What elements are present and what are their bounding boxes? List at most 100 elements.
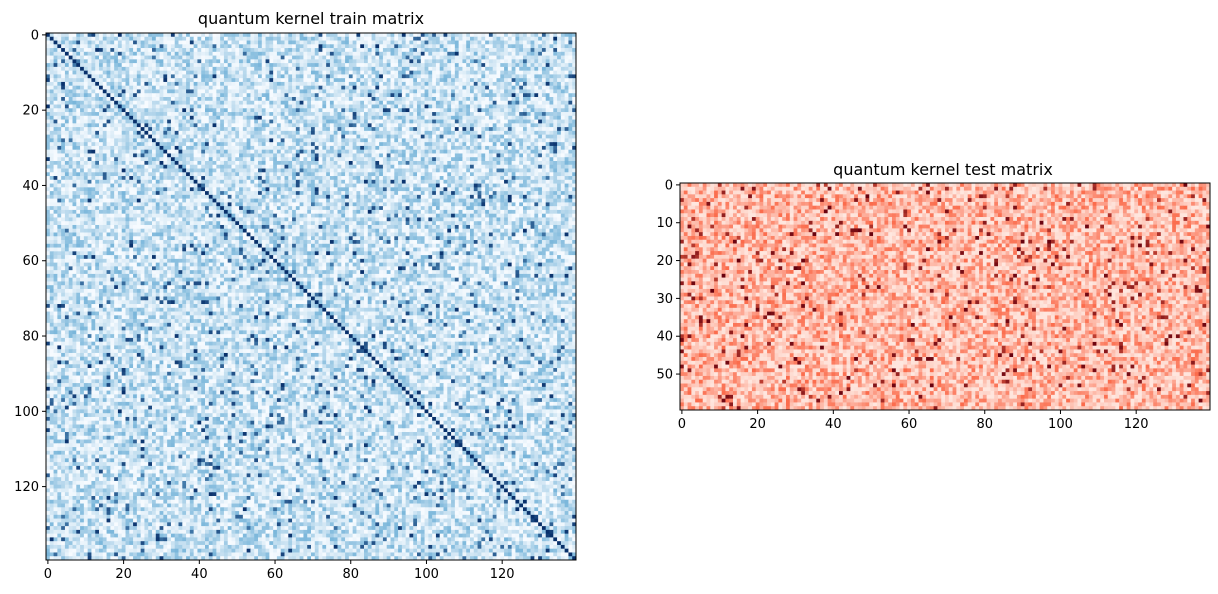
- heatmap-cell: [436, 150, 440, 154]
- heatmap-cell: [69, 59, 73, 63]
- heatmap-cell: [353, 142, 357, 146]
- heatmap-cell: [462, 71, 466, 75]
- heatmap-cell: [209, 123, 213, 127]
- heatmap-cell: [497, 161, 501, 165]
- heatmap-cell: [160, 105, 164, 109]
- heatmap-cell: [489, 67, 493, 71]
- heatmap-cell: [413, 112, 417, 116]
- heatmap-cell: [262, 161, 266, 165]
- heatmap-cell: [561, 108, 565, 112]
- heatmap-cell: [322, 82, 326, 86]
- heatmap-cell: [232, 120, 236, 124]
- heatmap-cell: [330, 131, 334, 135]
- heatmap-cell: [391, 82, 395, 86]
- heatmap-cell: [110, 150, 114, 154]
- heatmap-cell: [141, 108, 145, 112]
- heatmap-cell: [455, 123, 459, 127]
- heatmap-cell: [493, 138, 497, 142]
- heatmap-cell: [175, 105, 179, 109]
- heatmap-cell: [432, 37, 436, 41]
- heatmap-cell: [557, 116, 561, 120]
- heatmap-cell: [243, 161, 247, 165]
- heatmap-cell: [160, 41, 164, 45]
- heatmap-cell: [489, 44, 493, 48]
- heatmap-cell: [568, 127, 572, 131]
- heatmap-cell: [273, 112, 277, 116]
- heatmap-cell: [57, 67, 61, 71]
- heatmap-cell: [273, 127, 277, 131]
- heatmap-cell: [232, 127, 236, 131]
- heatmap-cell: [417, 131, 421, 135]
- heatmap-cell: [550, 127, 554, 131]
- heatmap-cell: [553, 97, 557, 101]
- heatmap-cell: [311, 138, 315, 142]
- heatmap-cell: [349, 127, 353, 131]
- heatmap-cell: [235, 131, 239, 135]
- heatmap-cell: [470, 97, 474, 101]
- heatmap-cell: [213, 97, 217, 101]
- heatmap-cell: [353, 150, 357, 154]
- heatmap-cell: [269, 105, 273, 109]
- heatmap-cell: [326, 108, 330, 112]
- heatmap-cell: [338, 78, 342, 82]
- heatmap-cell: [247, 105, 251, 109]
- heatmap-cell: [444, 59, 448, 63]
- heatmap-cell: [171, 67, 175, 71]
- heatmap-cell: [406, 127, 410, 131]
- heatmap-cell: [428, 37, 432, 41]
- heatmap-cell: [568, 44, 572, 48]
- heatmap-cell: [338, 123, 342, 127]
- heatmap-cell: [515, 71, 519, 75]
- heatmap-cell: [568, 120, 572, 124]
- heatmap-cell: [107, 44, 111, 48]
- heatmap-cell: [213, 74, 217, 78]
- heatmap-cell: [527, 33, 531, 37]
- heatmap-cell: [266, 101, 270, 105]
- heatmap-cell: [152, 101, 156, 105]
- heatmap-cell: [50, 86, 54, 90]
- heatmap-cell: [73, 112, 77, 116]
- heatmap-cell: [375, 108, 379, 112]
- heatmap-cell: [485, 153, 489, 157]
- heatmap-cell: [205, 161, 209, 165]
- heatmap-cell: [391, 33, 395, 37]
- heatmap-cell: [341, 135, 345, 139]
- heatmap-cell: [319, 101, 323, 105]
- heatmap-cell: [266, 52, 270, 56]
- heatmap-cell: [455, 157, 459, 161]
- heatmap-cell: [137, 97, 141, 101]
- heatmap-cell: [531, 108, 535, 112]
- heatmap-cell: [462, 105, 466, 109]
- heatmap-cell: [546, 138, 550, 142]
- heatmap-cell: [235, 105, 239, 109]
- heatmap-cell: [228, 127, 232, 131]
- heatmap-cell: [523, 138, 527, 142]
- heatmap-cell: [156, 63, 160, 67]
- heatmap-cell: [315, 101, 319, 105]
- heatmap-cell: [292, 112, 296, 116]
- heatmap-cell: [209, 97, 213, 101]
- heatmap-cell: [57, 82, 61, 86]
- heatmap-cell: [353, 41, 357, 45]
- heatmap-cell: [391, 108, 395, 112]
- heatmap-cell: [50, 93, 54, 97]
- heatmap-cell: [107, 127, 111, 131]
- heatmap-cell: [322, 41, 326, 45]
- heatmap-cell: [512, 93, 516, 97]
- heatmap-cell: [107, 86, 111, 90]
- heatmap-cell: [141, 142, 145, 146]
- heatmap-cell: [406, 59, 410, 63]
- heatmap-cell: [250, 48, 254, 52]
- heatmap-cell: [277, 82, 281, 86]
- heatmap-cell: [444, 153, 448, 157]
- heatmap-cell: [368, 120, 372, 124]
- heatmap-cell: [379, 120, 383, 124]
- heatmap-cell: [258, 142, 262, 146]
- heatmap-cell: [296, 165, 300, 169]
- heatmap-cell: [258, 89, 262, 93]
- heatmap-cell: [285, 161, 289, 165]
- heatmap-cell: [122, 105, 126, 109]
- heatmap-cell: [144, 105, 148, 109]
- heatmap-cell: [190, 153, 194, 157]
- heatmap-cell: [277, 86, 281, 90]
